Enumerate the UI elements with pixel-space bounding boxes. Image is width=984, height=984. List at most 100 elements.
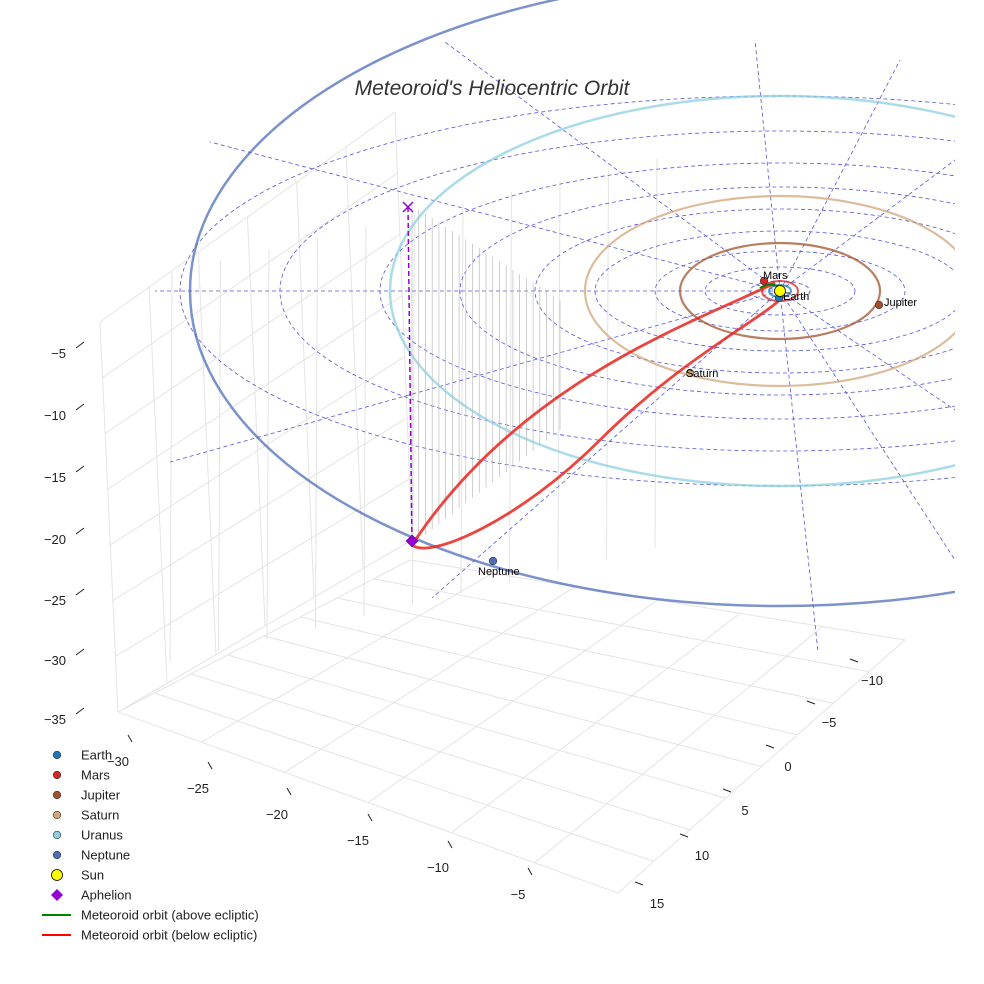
legend-item: Meteoroid orbit (above ecliptic) (42, 908, 259, 923)
polar-spoke (209, 141, 781, 292)
z-tick-label: −30 (44, 653, 66, 668)
grid-line (197, 251, 217, 655)
x-tick-label: −25 (187, 781, 209, 796)
y-tick-label: 5 (741, 803, 748, 818)
earth-label: Earth (783, 291, 809, 303)
x-tick (367, 813, 373, 822)
polar-spoke (779, 290, 819, 653)
grid-line (509, 192, 512, 583)
legend-marker (52, 810, 62, 820)
axis-ticks: −5 −10 −15 −20 −25 −30 −35 −30 −25 −20 −15 −10 −5 −10… (44, 341, 883, 911)
grid-line (169, 271, 173, 663)
legend-label: Aphelion (81, 888, 132, 903)
legend-label: Saturn (81, 808, 119, 823)
z-tick-label: −5 (51, 346, 66, 361)
polar-ring (594, 230, 955, 352)
meteoroid-orbit-below-upper (410, 281, 776, 546)
orbit-uranus (388, 94, 955, 488)
orbit-saturn (583, 194, 955, 388)
polar-spoke (779, 290, 955, 561)
legend-marker (51, 889, 63, 901)
saturn-marker (685, 368, 695, 378)
grid-line (654, 157, 658, 549)
grid-line (460, 203, 464, 594)
polar-ring (654, 250, 906, 332)
y-tick (806, 700, 816, 705)
legend-marker (52, 850, 62, 860)
z-tick (75, 465, 85, 473)
mars-label: Mars (763, 270, 788, 282)
y-tick (765, 744, 775, 749)
polar-spoke (779, 290, 955, 411)
bodies: Earth Mars Jupiter Saturn Neptune (405, 270, 917, 578)
legend-marker (52, 790, 62, 800)
jupiter-marker (874, 300, 884, 310)
z-tick (75, 707, 85, 715)
aphelion-projection-marker (402, 201, 414, 213)
legend-item: Jupiter (52, 788, 121, 803)
jupiter-label: Jupiter (884, 297, 917, 309)
y-tick-label: 10 (695, 848, 709, 863)
legend-label: Jupiter (81, 788, 121, 803)
y-tick-label: 0 (784, 759, 791, 774)
grid-line (363, 226, 367, 617)
grid-line (247, 216, 266, 627)
z-tick (75, 588, 85, 596)
z-tick-label: −10 (44, 408, 66, 423)
y-tick-label: −5 (822, 715, 837, 730)
neptune-marker (488, 556, 498, 566)
legend-item: Saturn (52, 808, 119, 823)
legend-item: Uranus (52, 828, 123, 843)
grid-line (315, 237, 318, 628)
orbit-jupiter (678, 241, 882, 341)
x-tick-label: −5 (511, 887, 526, 902)
z-tick (75, 648, 85, 656)
z-tick-label: −20 (44, 532, 66, 547)
saturn-label: Saturn (686, 368, 718, 380)
y-tick (849, 658, 859, 663)
polar-ring (704, 266, 856, 316)
legend-label: Earth (81, 748, 112, 763)
grid-line (345, 146, 364, 569)
y-tick (722, 788, 732, 793)
legend-item: Mars (52, 768, 110, 783)
grid-line (148, 286, 168, 684)
grid-line (394, 111, 413, 541)
mars-marker (759, 276, 769, 286)
legend-label: Meteoroid orbit (above ecliptic) (81, 908, 259, 923)
x-tick-label: −30 (107, 754, 129, 769)
z-tick-label: −15 (44, 470, 66, 485)
grid-line (117, 559, 411, 713)
y-tick (634, 881, 644, 886)
x-tick (127, 734, 133, 743)
orbit-neptune (188, 0, 955, 608)
grid-line (557, 180, 561, 571)
grid-line (201, 572, 493, 743)
polar-spoke (779, 159, 955, 292)
legend-label: Neptune (81, 848, 130, 863)
grid-line (534, 626, 823, 864)
z-tick (75, 403, 85, 411)
legend-marker (52, 750, 62, 760)
legend-item: Meteoroid orbit (below ecliptic) (42, 928, 257, 943)
aphelion-marker (405, 534, 419, 548)
y-tick (679, 833, 689, 838)
z-tick-label: −25 (44, 593, 66, 608)
x-tick-label: −15 (347, 833, 369, 848)
meteoroid-orbit (402, 201, 784, 550)
sun-marker (774, 285, 786, 297)
aphelion-projection-line (407, 206, 413, 546)
x-tick (207, 761, 213, 770)
legend-marker (52, 830, 62, 840)
legend-marker (52, 770, 62, 780)
legend-label: Mars (81, 768, 110, 783)
legend-item: Aphelion (51, 888, 132, 903)
grid-line (296, 181, 315, 598)
x-tick-label: −20 (266, 807, 288, 822)
ecliptic-polar-grid (155, 39, 955, 653)
z-tick (75, 341, 85, 349)
polar-spoke (754, 39, 781, 292)
legend-item: Neptune (52, 848, 130, 863)
chart-title: Meteoroid's Heliocentric Orbit (355, 77, 631, 100)
